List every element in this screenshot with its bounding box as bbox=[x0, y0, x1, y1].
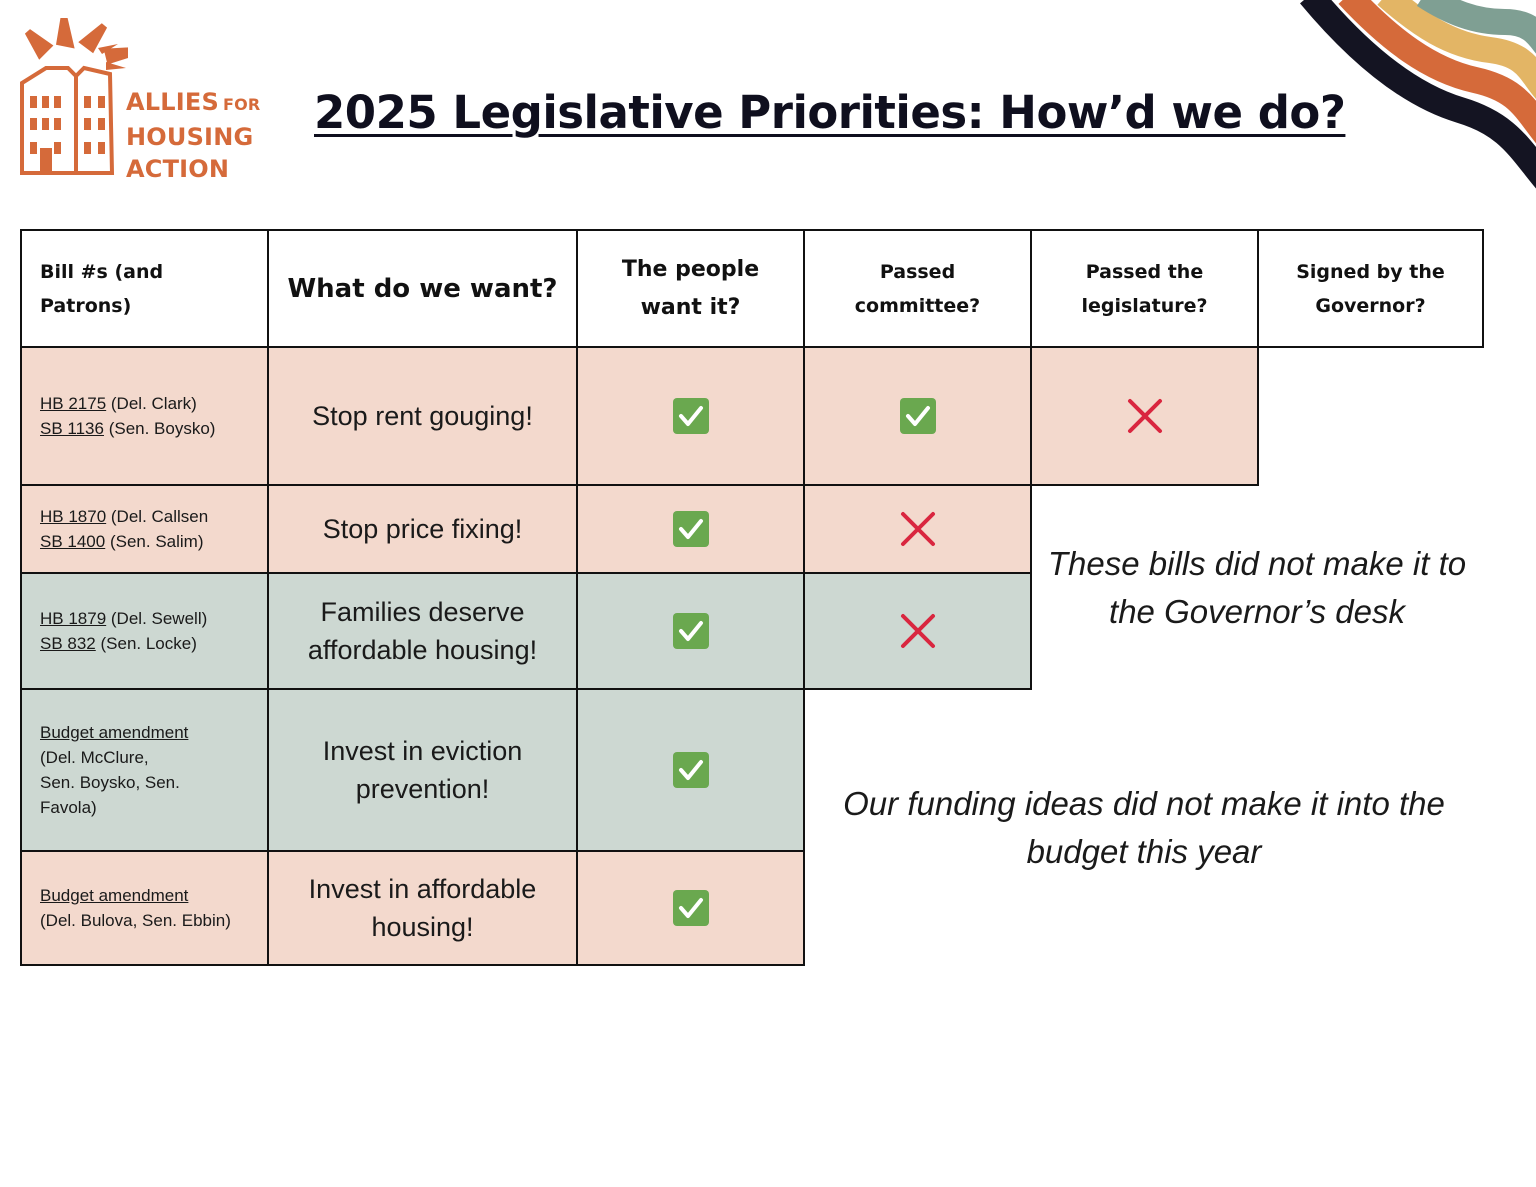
budget-amendment-link[interactable]: Budget amendment bbox=[40, 723, 189, 742]
page-title: 2025 Legislative Priorities: How’d we do… bbox=[314, 86, 1346, 139]
budget-amendment-link[interactable]: Budget amendment bbox=[40, 886, 189, 905]
header-committee: Passed committee? bbox=[803, 229, 1032, 348]
table-row-3-want: Families deserve affordable housing! bbox=[267, 572, 578, 690]
bill-link[interactable]: HB 1879 bbox=[40, 609, 107, 628]
table-row-5-want: Invest in affordable housing! bbox=[267, 850, 578, 966]
table-row-1-legislature bbox=[1030, 346, 1259, 486]
check-icon bbox=[672, 752, 709, 788]
x-icon bbox=[1127, 399, 1162, 433]
table-row-4-bill: Budget amendment (Del. McClure, Sen. Boy… bbox=[20, 688, 269, 852]
table-row-1-people bbox=[576, 346, 805, 486]
logo: ALLIES FOR HOUSING ACTION bbox=[18, 17, 268, 183]
x-icon bbox=[900, 614, 935, 648]
bill-link[interactable]: HB 1870 bbox=[40, 507, 107, 526]
table-row-3-committee bbox=[803, 572, 1032, 690]
check-icon bbox=[672, 398, 709, 434]
logo-line-1: ALLIES FOR bbox=[126, 88, 261, 116]
table-row-1-want: Stop rent gouging! bbox=[267, 346, 578, 486]
bill-link[interactable]: SB 832 bbox=[40, 634, 96, 653]
check-icon bbox=[672, 511, 709, 547]
decorative-stripes bbox=[1300, 0, 1536, 189]
logo-line-3: ACTION bbox=[126, 155, 230, 183]
building-logo-icon bbox=[20, 17, 144, 175]
check-icon bbox=[899, 398, 936, 434]
bill-link[interactable]: HB 2175 bbox=[40, 394, 107, 413]
check-icon bbox=[672, 890, 709, 926]
check-icon bbox=[672, 613, 709, 649]
table-row-4-people bbox=[576, 688, 805, 852]
table-row-2-bill: HB 1870 (Del. Callsen SB 1400 (Sen. Sali… bbox=[20, 484, 269, 574]
table-row-2-want: Stop price fixing! bbox=[267, 484, 578, 574]
table-row-4-want: Invest in eviction prevention! bbox=[267, 688, 578, 852]
note-bills-did-not-pass: These bills did not make it to the Gover… bbox=[1047, 545, 1467, 630]
logo-line-2: HOUSING bbox=[126, 123, 254, 151]
header-bill: Bill #s (and Patrons) bbox=[20, 229, 269, 348]
table-row-5-bill: Budget amendment (Del. Bulova, Sen. Ebbi… bbox=[20, 850, 269, 966]
header-people: The people want it? bbox=[576, 229, 805, 348]
table-row-1-committee bbox=[803, 346, 1032, 486]
bill-link[interactable]: SB 1136 bbox=[40, 419, 104, 438]
table-row-3-bill: HB 1879 (Del. Sewell) SB 832 (Sen. Locke… bbox=[20, 572, 269, 690]
x-icon bbox=[900, 512, 935, 546]
table-row-3-people bbox=[576, 572, 805, 690]
header-legislature: Passed the legislature? bbox=[1030, 229, 1259, 348]
header-want: What do we want? bbox=[267, 229, 578, 348]
note-funding-not-in-budget: Our funding ideas did not make it into t… bbox=[843, 785, 1445, 870]
header-governor: Signed by the Governor? bbox=[1257, 229, 1484, 348]
bill-link[interactable]: SB 1400 bbox=[40, 532, 106, 551]
table-row-2-people bbox=[576, 484, 805, 574]
table-row-2-committee bbox=[803, 484, 1032, 574]
table-row-1-bill: HB 2175 (Del. Clark) SB 1136 (Sen. Boysk… bbox=[20, 346, 269, 486]
table-row-5-people bbox=[576, 850, 805, 966]
